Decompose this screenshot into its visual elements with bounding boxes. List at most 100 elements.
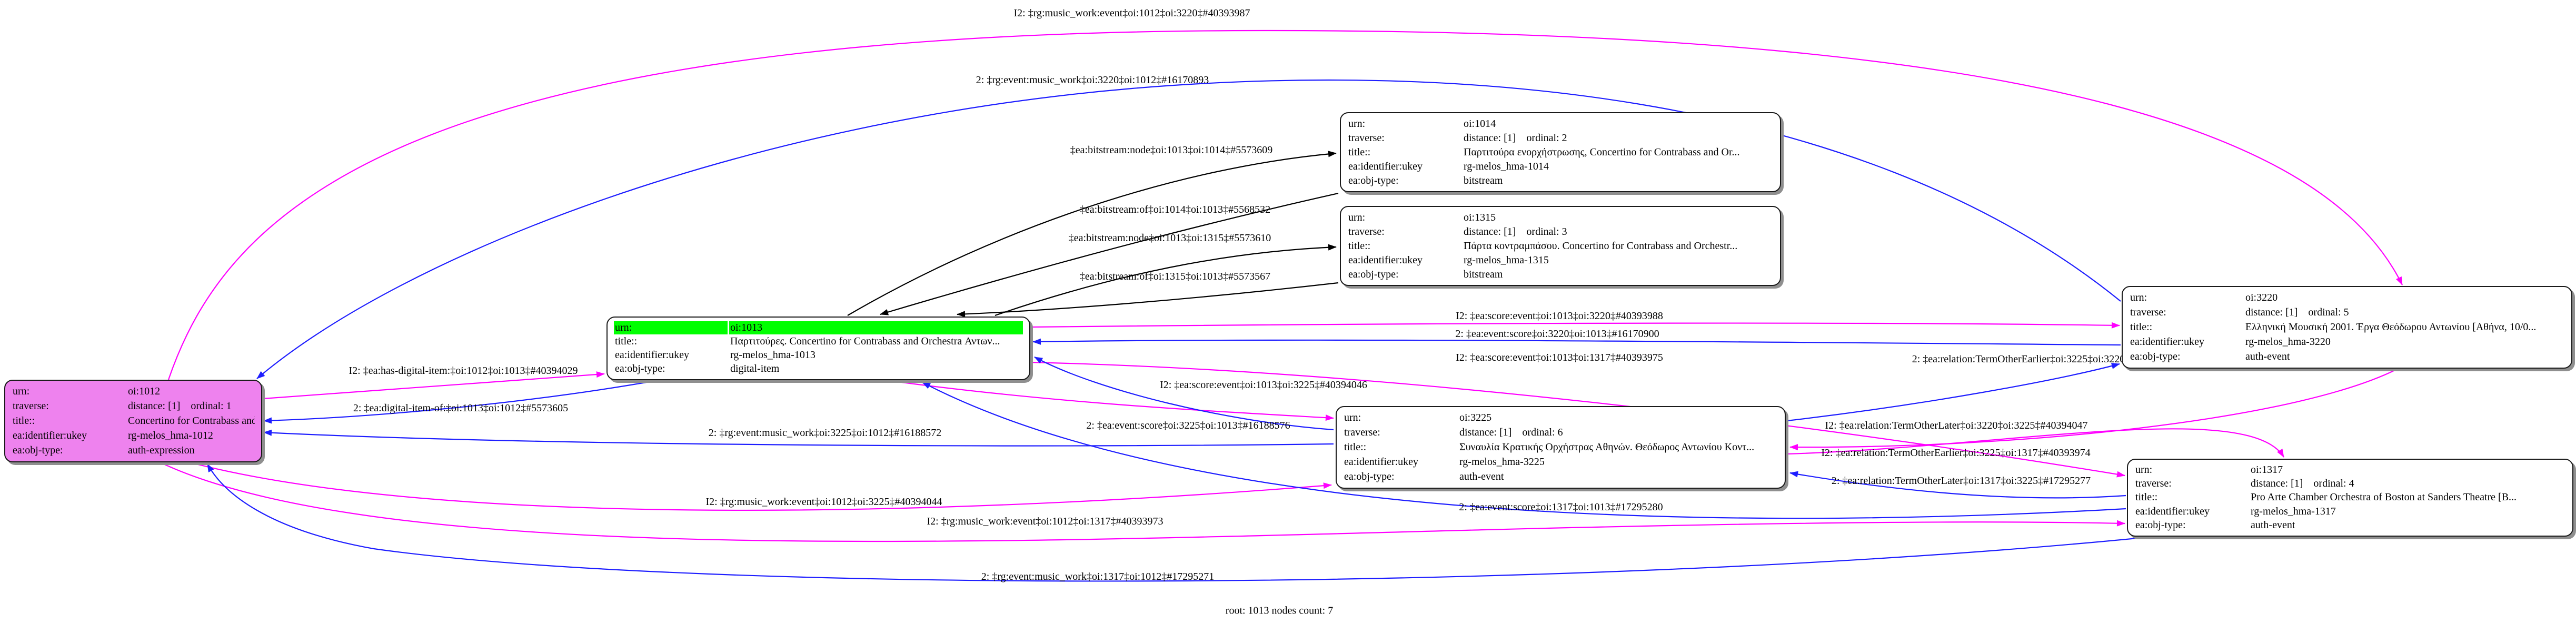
node-row-key: title::	[2135, 491, 2158, 503]
node-row-key: ea:identifier:ukey	[1344, 456, 1419, 468]
edge-ea-score-event-1013-3220	[1031, 322, 2120, 329]
node-row-key: ea:identifier:ukey	[1348, 254, 1423, 266]
node-row-value: rg-melos_hma-1014	[1464, 160, 1549, 172]
node-row-key: urn:	[614, 321, 728, 334]
edge-rg-event-music_work-3225-1012	[263, 429, 1334, 447]
node-row: ea:identifier:ukey rg-melos_hma-3225	[1343, 455, 1778, 469]
node-row-value: Pro Arte Chamber Orchestra of Boston at …	[2251, 491, 2517, 503]
node-row-value: rg-melos_hma-1013	[730, 349, 815, 361]
edge-label-ea-score-event-1013-3225: I2: ‡ea:score:event‡oi:1013‡oi:3225‡#403…	[1160, 379, 1367, 391]
edge-ea-score-event-1013-3225	[889, 380, 1334, 421]
node-row-value: oi:3225	[1459, 412, 1492, 424]
node-row-key: title::	[1348, 146, 1371, 158]
edge-ea-relation-TermOtherLater-3220-3225	[1789, 369, 2398, 451]
node-row-value: auth-event	[2251, 519, 2295, 531]
graph-node-oi-1014[interactable]: urn: oi:1014 traverse: distance: [1] ordina…	[1340, 112, 1781, 192]
node-row-key: title::	[1344, 441, 1367, 453]
edge-label-ea-relation-TermOtherEarlier-3225-3220: 2: ‡ea:relation:TermOtherEarlier‡oi:3225…	[1912, 353, 2178, 365]
edge-rg-event-music_work-1317-1012	[207, 463, 2159, 582]
node-row-key: traverse:	[1348, 132, 1385, 144]
node-row-key: urn:	[1348, 211, 1366, 223]
node-row: ea:obj-type: bitstream	[1347, 174, 1774, 187]
node-row-value: distance: [1] ordinal: 5	[2245, 306, 2349, 319]
edge-ea-event-score-1317-1013	[922, 382, 2126, 519]
node-row: traverse: distance: [1] ordinal: 3	[1347, 225, 1774, 239]
edge-label-rg-event-music_work-3220-1012: 2: ‡rg:event:music_work‡oi:3220‡oi:1012‡…	[976, 74, 1209, 86]
node-row: ea:obj-type: bitstream	[1347, 268, 1774, 281]
edge-label-ea-score-event-1013-3220: I2: ‡ea:score:event‡oi:1013‡oi:3220‡#403…	[1456, 310, 1663, 322]
edge-rg-music_work-event-1012-3220	[167, 29, 2403, 380]
node-row: urn: oi:3225	[1343, 411, 1778, 425]
node-row-value: rg-melos_hma-1317	[2251, 505, 2336, 517]
node-row-key: urn:	[1344, 412, 1361, 424]
node-row-key: ea:obj-type:	[2130, 350, 2181, 362]
node-row: title:: Παρτιτούρα ενορχήστρωσης, Concert…	[1347, 145, 1774, 159]
node-row: urn: oi:1013	[614, 321, 1023, 334]
graph-node-oi-3220[interactable]: urn: oi:3220 traverse: distance: [1] ordina…	[2122, 286, 2572, 369]
node-row-value: Συναυλία Κρατικής Ορχήστρας Αθηνών. Θεόδ…	[1459, 441, 1755, 453]
edge-ea-digital-item-of-1013-1012	[263, 380, 656, 424]
node-row-key: title::	[1348, 240, 1371, 252]
graph-node-oi-3225[interactable]: urn: oi:3225 traverse: distance: [1] ordina…	[1336, 406, 1786, 489]
node-row: ea:identifier:ukey rg-melos_hma-1315	[1347, 253, 1774, 267]
edge-ea-relation-TermOtherEarlier-3225-3220	[1786, 363, 2120, 422]
edge-label-rg-music_work-event-1012-3225: I2: ‡rg:music_work:event‡oi:1012‡oi:3225…	[705, 496, 942, 508]
edge-label-ea-bitstream-node-1013-1014: ‡ea:bitstream:node‡oi:1013‡oi:1014‡#5573…	[1070, 144, 1273, 156]
node-row: traverse: distance: [1] ordinal: 6	[1343, 426, 1778, 440]
edge-ea-bitstream-of-1315-1013	[957, 282, 1339, 318]
node-row: title::Concertino for Contrabass and Orc…	[12, 414, 255, 428]
edge-ea-event-score-3225-1013	[1034, 357, 1334, 431]
node-row: ea:identifier:ukey rg-melos_hma-3220	[2129, 335, 2565, 349]
node-row: ea:obj-type: digital-item	[614, 362, 1023, 376]
node-row: traverse: distance: [1] ordinal: 5	[2129, 306, 2565, 320]
edge-ea-event-score-3220-1013	[1032, 338, 2121, 346]
node-row-key: ea:identifier:ukey	[1348, 160, 1423, 172]
node-row-key: traverse:	[1348, 225, 1385, 238]
edge-label-ea-relation-TermOtherLater-3220-3225: I2: ‡ea:relation:TermOtherLater‡oi:3220‡…	[1825, 420, 2088, 431]
node-row-value: distance: [1] ordinal: 4	[2251, 478, 2354, 490]
node-row: ea:obj-type: auth-event	[2129, 350, 2565, 363]
edge-label-ea-event-score-3220-1013: 2: ‡ea:event:score‡oi:3220‡oi:1013‡#1617…	[1455, 328, 1659, 340]
edge-ea-relation-TermOtherEarlier-3225-1317	[1786, 428, 2284, 458]
edge-label-ea-digital-item-of-1013-1012: 2: ‡ea:digital-item-of:‡oi:1013‡oi:1012‡…	[353, 402, 569, 414]
node-row-key: urn:	[2135, 463, 2153, 476]
edge-label-rg-event-music_work-1317-1012: 2: ‡rg:event:music_work‡oi:1317‡oi:1012‡…	[981, 571, 1215, 582]
node-row-value: distance: [1] ordinal: 1	[128, 400, 232, 412]
node-row-value: Ελληνική Μουσική 2001. Έργα Θεόδωρου Αντ…	[2245, 321, 2537, 333]
edge-rg-music_work-event-1012-3225	[187, 461, 1332, 511]
node-row-value: rg-melos_hma-3220	[2245, 335, 2331, 348]
graph-node-oi-1317[interactable]: urn: oi:1317 traverse: distance: [1] ordina…	[2127, 459, 2573, 537]
node-row-key: ea:obj-type:	[2135, 519, 2186, 531]
edge-label-ea-has-digital-item-1012-1013: I2: ‡ea:has-digital-item:‡oi:1012‡oi:101…	[349, 365, 578, 377]
node-row-key: title::	[13, 414, 35, 427]
node-row-key: traverse:	[2135, 478, 2172, 490]
edge-label-rg-music_work-event-1012-3220: I2: ‡rg:music_work:event‡oi:1012‡oi:3220…	[1013, 7, 1250, 19]
edge-ea-bitstream-of-1014-1013	[880, 192, 1339, 315]
node-row-value: Πάρτα κοντραμπάσου. Concertino for Contr…	[1464, 240, 1738, 252]
node-row-key: traverse:	[13, 400, 49, 412]
node-row-value: Concertino for Contrabass and Orchestra	[128, 414, 255, 427]
edge-ea-relation-TermOtherLater-1317-3225	[1789, 471, 2126, 499]
node-row-value: digital-item	[730, 363, 780, 375]
node-row-key: ea:identifier:ukey	[615, 349, 690, 361]
node-row-value: bitstream	[1464, 268, 1503, 280]
graph-node-oi-1012[interactable]: urn: oi:1012 traverse: distance: [1] ordina…	[4, 380, 262, 462]
node-row: ea:identifier:ukey rg-melos_hma-1013	[614, 349, 1023, 362]
node-row: urn: oi:1315	[1347, 211, 1774, 224]
node-row: urn: oi:1012	[12, 385, 255, 399]
node-row: traverse: distance: [1] ordinal: 1	[12, 400, 255, 413]
graph-node-oi-1315[interactable]: urn: oi:1315 traverse: distance: [1] ordina…	[1340, 206, 1781, 286]
graph-node-oi-1013[interactable]: urn: oi:1013 title:: Παρτιτούρες. Concertin…	[606, 317, 1030, 380]
node-row: ea:obj-type: auth-event	[1343, 470, 1778, 483]
edge-label-ea-score-event-1013-1317: I2: ‡ea:score:event‡oi:1013‡oi:1317‡#403…	[1456, 352, 1663, 363]
node-row-key: ea:obj-type:	[1348, 268, 1399, 280]
node-row-value: auth-event	[2245, 350, 2290, 362]
node-row-value: auth-event	[1459, 470, 1504, 482]
edge-label-ea-event-score-1317-1013: 2: ‡ea:event:score‡oi:1317‡oi:1013‡#1729…	[1459, 501, 1663, 513]
node-row-value: distance: [1] ordinal: 6	[1459, 427, 1563, 439]
node-row-value: oi:1012	[128, 385, 161, 398]
node-row: ea:identifier:ukey rg-melos_hma-1012	[12, 429, 255, 442]
node-row-value: oi:1014	[1464, 117, 1496, 130]
node-row-value: oi:1315	[1464, 211, 1496, 223]
